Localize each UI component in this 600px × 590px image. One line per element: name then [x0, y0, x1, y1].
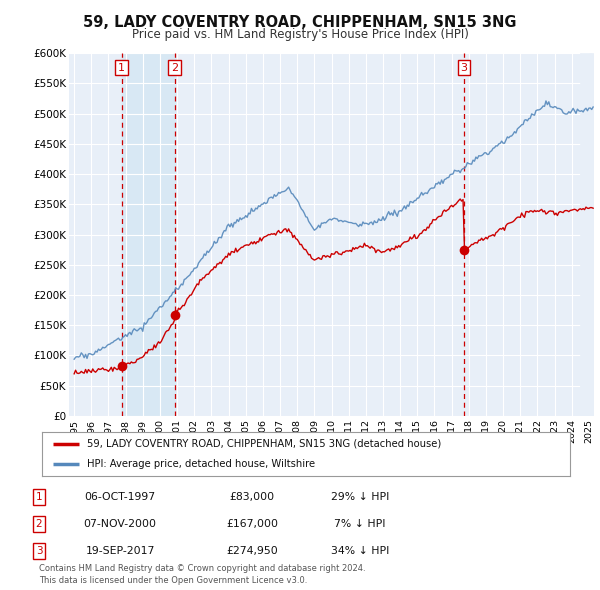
- Text: £167,000: £167,000: [226, 519, 278, 529]
- Text: Contains HM Land Registry data © Crown copyright and database right 2024.
This d: Contains HM Land Registry data © Crown c…: [39, 564, 365, 585]
- Text: 1: 1: [35, 492, 43, 502]
- Text: £274,950: £274,950: [226, 546, 278, 556]
- Text: £83,000: £83,000: [229, 492, 275, 502]
- Text: 3: 3: [460, 63, 467, 73]
- Text: 2: 2: [35, 519, 43, 529]
- Text: HPI: Average price, detached house, Wiltshire: HPI: Average price, detached house, Wilt…: [87, 459, 315, 469]
- Text: 06-OCT-1997: 06-OCT-1997: [85, 492, 155, 502]
- Bar: [580, 53, 594, 416]
- Text: 2: 2: [171, 63, 178, 73]
- Bar: [121, 53, 175, 416]
- Text: 1: 1: [118, 63, 125, 73]
- Text: 34% ↓ HPI: 34% ↓ HPI: [331, 546, 389, 556]
- Text: 7% ↓ HPI: 7% ↓ HPI: [334, 519, 386, 529]
- Text: Price paid vs. HM Land Registry's House Price Index (HPI): Price paid vs. HM Land Registry's House …: [131, 28, 469, 41]
- Text: 29% ↓ HPI: 29% ↓ HPI: [331, 492, 389, 502]
- Text: 59, LADY COVENTRY ROAD, CHIPPENHAM, SN15 3NG (detached house): 59, LADY COVENTRY ROAD, CHIPPENHAM, SN15…: [87, 439, 441, 449]
- Text: 59, LADY COVENTRY ROAD, CHIPPENHAM, SN15 3NG: 59, LADY COVENTRY ROAD, CHIPPENHAM, SN15…: [83, 15, 517, 30]
- Text: 19-SEP-2017: 19-SEP-2017: [85, 546, 155, 556]
- Text: 07-NOV-2000: 07-NOV-2000: [83, 519, 157, 529]
- Text: 3: 3: [35, 546, 43, 556]
